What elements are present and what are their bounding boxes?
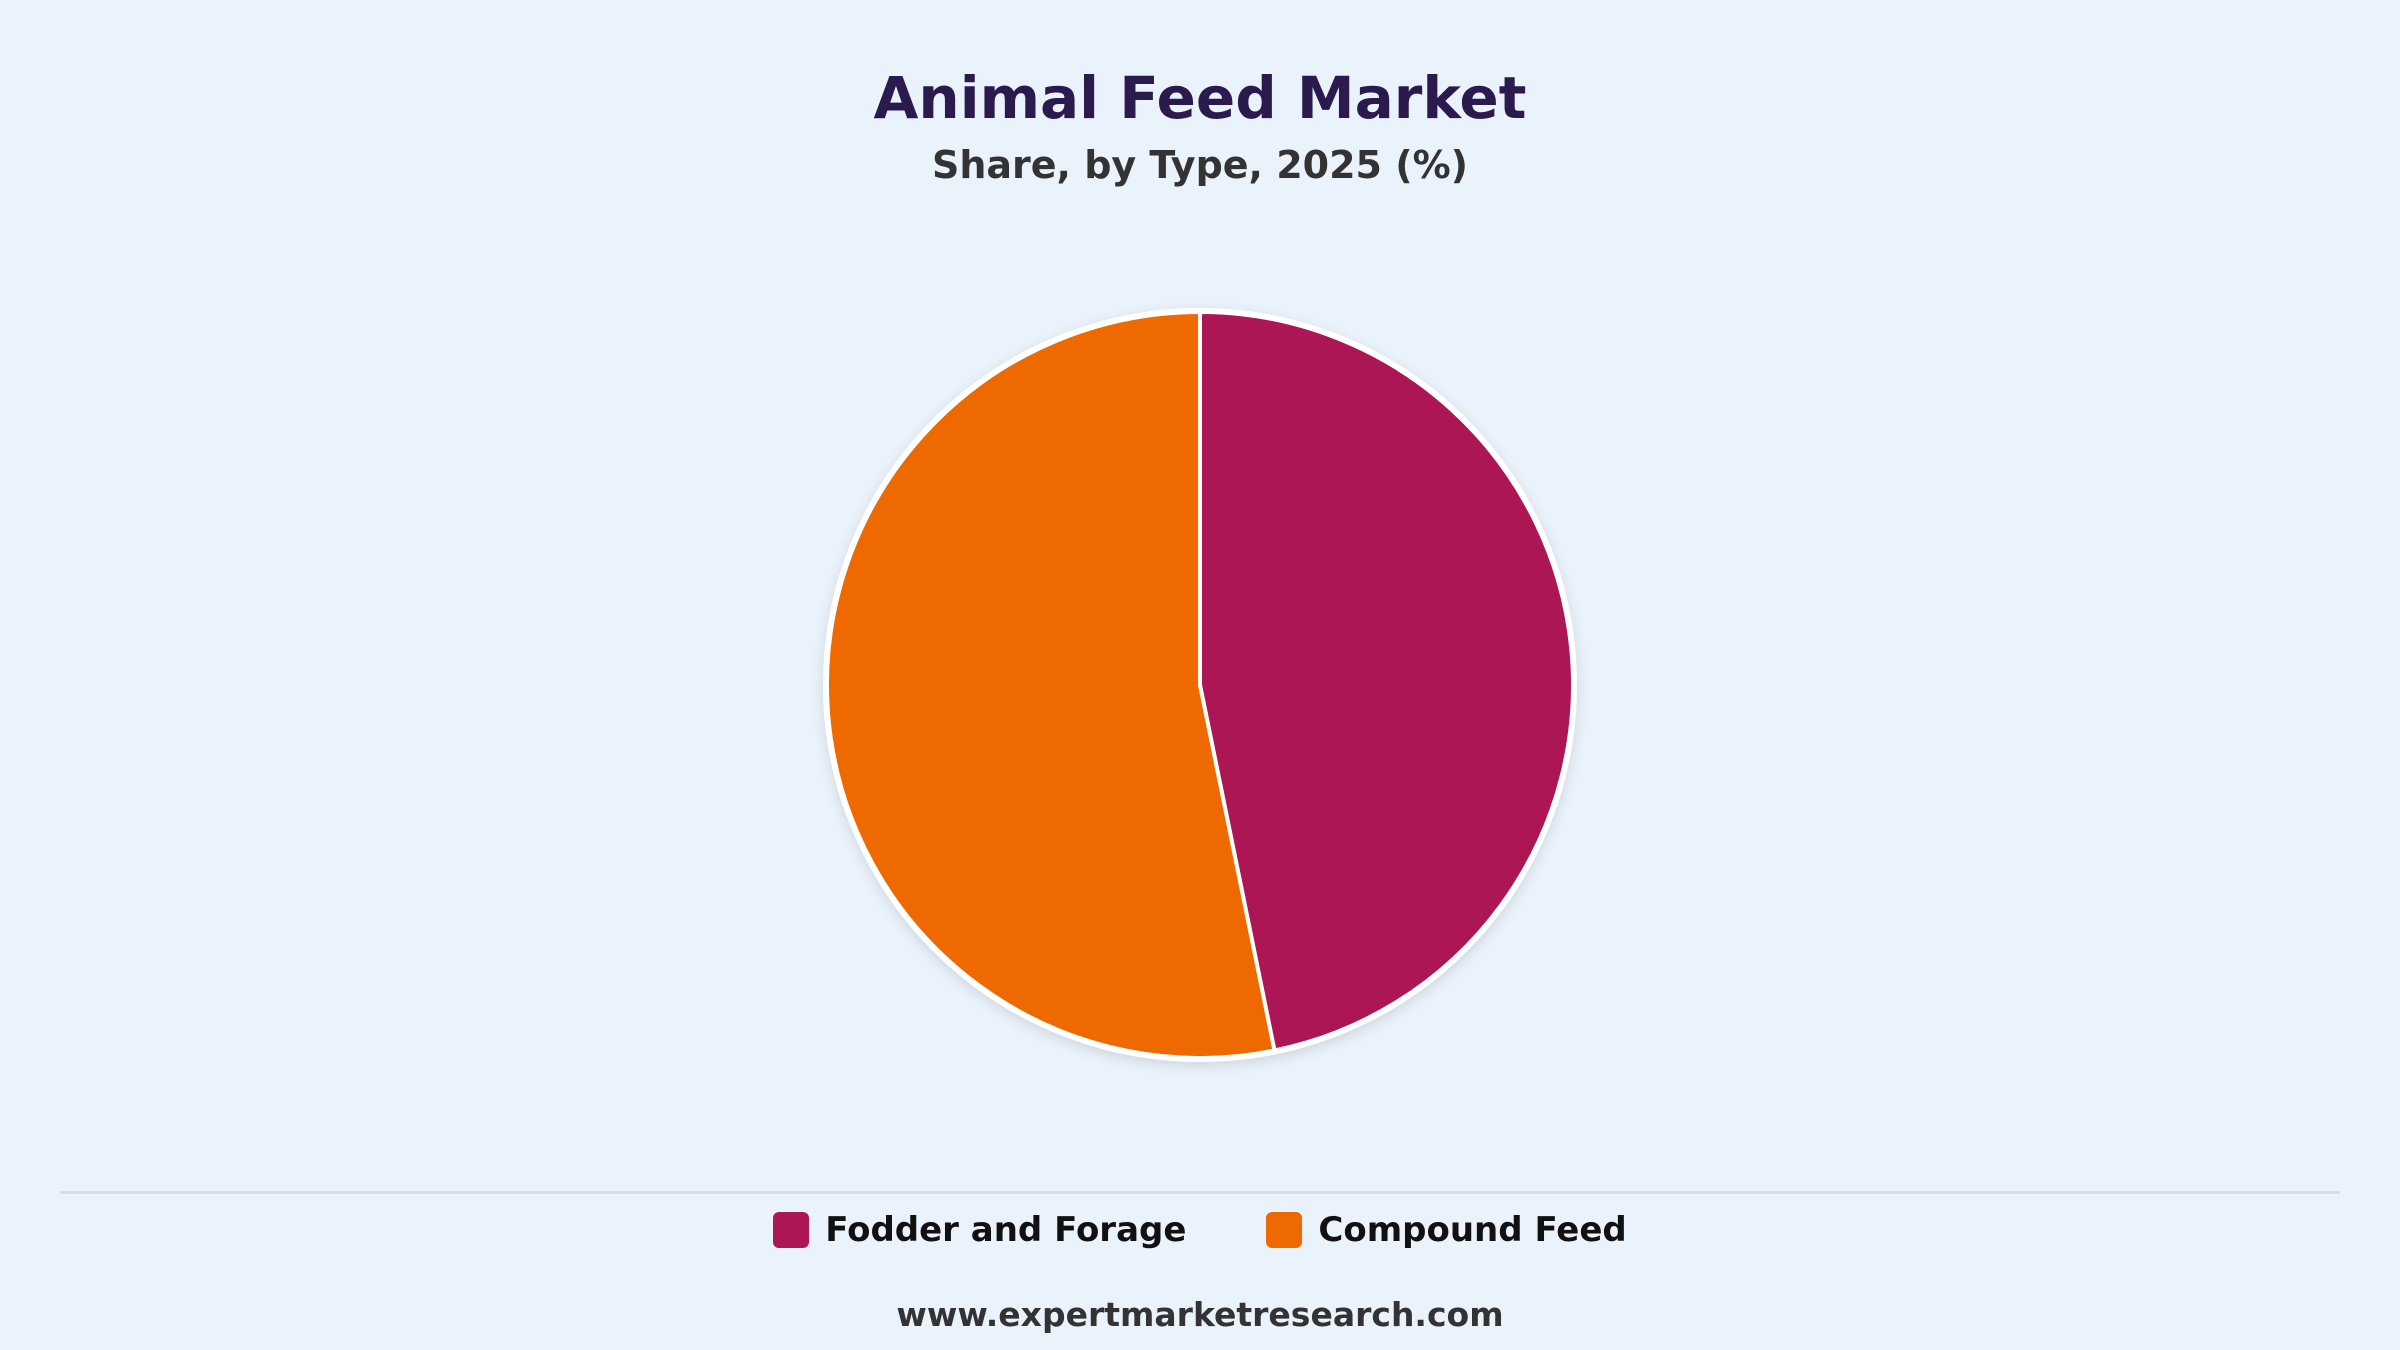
chart-subtitle: Share, by Type, 2025 (%) [931,143,1469,187]
legend-item-fodder-and-forage[interactable]: Fodder and Forage [773,1210,1186,1250]
legend-item-compound-feed[interactable]: Compound Feed [1266,1210,1627,1250]
legend-label: Compound Feed [1318,1210,1627,1250]
pie-slice-compound-feed[interactable] [825,310,1277,1060]
source-url[interactable]: www.expertmarketresearch.com [896,1295,1504,1334]
legend: Fodder and Forage Compound Feed [0,1205,2400,1255]
legend-swatch [1266,1212,1303,1248]
chart-title: Animal Feed Market [873,64,1527,132]
legend-divider [60,1191,2340,1194]
legend-label: Fodder and Forage [825,1210,1187,1250]
pie-slice-fodder-and-forage[interactable] [1198,310,1576,1053]
legend-swatch [773,1212,810,1248]
